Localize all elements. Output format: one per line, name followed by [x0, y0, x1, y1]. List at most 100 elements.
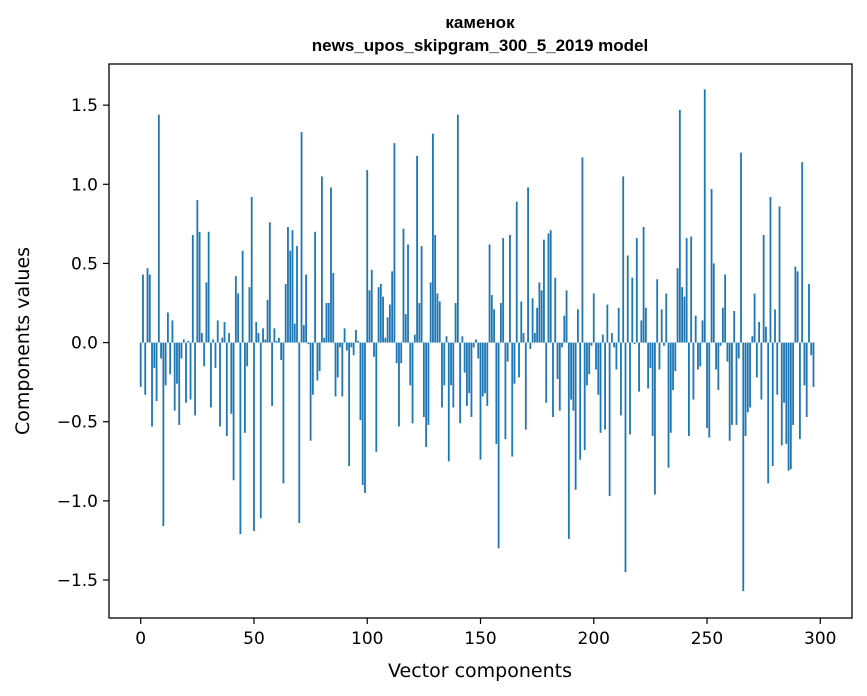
bar — [592, 293, 595, 343]
bar — [769, 196, 772, 343]
bar — [418, 303, 421, 343]
bar — [749, 342, 751, 408]
x-tick-label: 100 — [351, 629, 383, 649]
bar — [443, 342, 446, 386]
bar — [266, 299, 269, 343]
bar — [597, 342, 600, 395]
bar — [549, 230, 552, 343]
bar — [176, 342, 178, 384]
bar — [588, 342, 591, 375]
bar — [581, 157, 584, 343]
bar — [164, 342, 167, 386]
bar — [268, 222, 271, 343]
bar — [649, 342, 652, 368]
bar — [388, 304, 391, 343]
y-axis-label: Components values — [12, 247, 34, 435]
bar — [298, 342, 301, 524]
bar — [214, 342, 217, 368]
y-tick-label: −1.0 — [57, 492, 98, 512]
bar — [699, 342, 702, 367]
bar — [325, 303, 328, 343]
bar — [604, 342, 606, 430]
bar — [321, 176, 323, 343]
bar — [153, 342, 156, 368]
bar — [171, 320, 174, 343]
x-axis-label: Vector components — [388, 660, 572, 682]
bar — [678, 109, 681, 343]
bar — [533, 333, 536, 343]
bar — [282, 342, 285, 484]
bar — [203, 342, 206, 367]
bar — [563, 315, 566, 343]
chart-title: каменок — [445, 13, 515, 32]
bar — [731, 342, 733, 425]
bar — [767, 342, 770, 484]
bar — [151, 342, 153, 427]
bar — [481, 342, 484, 397]
bar — [225, 342, 228, 436]
bar — [393, 143, 396, 343]
x-axis-ticks: 0 50 100 150 200 250 300 — [135, 618, 837, 649]
bar — [416, 155, 418, 343]
bar — [185, 342, 187, 403]
bar — [436, 293, 439, 343]
chart-subtitle: news_upos_skipgram_300_5_2019 model — [312, 36, 648, 55]
bar — [420, 246, 423, 343]
bar — [182, 339, 185, 343]
bar — [577, 309, 579, 343]
bar — [216, 320, 219, 343]
bar — [801, 162, 804, 343]
bar — [667, 342, 670, 468]
bar — [570, 342, 573, 400]
bar — [407, 244, 409, 343]
bar — [665, 293, 668, 343]
bar — [191, 234, 194, 343]
bar — [721, 307, 724, 343]
y-tick-label: −1.5 — [57, 571, 98, 591]
bar — [762, 234, 765, 343]
bar — [232, 342, 235, 481]
bar — [386, 317, 389, 343]
x-tick-label: 200 — [578, 629, 610, 649]
bar — [273, 328, 276, 343]
x-tick-label: 300 — [804, 629, 836, 649]
bar — [221, 337, 224, 343]
bar — [146, 268, 149, 343]
bar — [488, 244, 491, 343]
bar — [196, 200, 199, 343]
bar — [798, 342, 801, 440]
bar — [318, 342, 321, 372]
bar — [506, 342, 509, 362]
bar — [327, 303, 330, 343]
bar — [173, 342, 176, 411]
bar — [456, 114, 459, 343]
bar — [509, 234, 511, 343]
bar — [520, 301, 523, 343]
bar — [434, 234, 437, 343]
bar — [792, 342, 795, 425]
bar — [205, 282, 208, 343]
bar — [253, 342, 255, 531]
bar — [377, 287, 380, 343]
bar — [785, 342, 788, 444]
bar — [740, 152, 742, 343]
bar — [545, 342, 548, 403]
bar — [518, 342, 520, 378]
bar — [468, 342, 471, 394]
bar — [599, 342, 602, 433]
bar — [359, 342, 362, 421]
bar — [486, 342, 489, 406]
bar — [262, 328, 264, 343]
bar — [461, 336, 464, 343]
bar — [758, 322, 761, 343]
bar — [651, 342, 654, 436]
bar — [355, 329, 357, 343]
bar — [540, 290, 543, 343]
bar — [259, 342, 262, 519]
bar — [601, 334, 604, 343]
bar — [454, 303, 457, 343]
bar — [155, 342, 158, 402]
bar — [244, 342, 246, 433]
bar — [402, 228, 405, 343]
bar — [572, 342, 575, 411]
